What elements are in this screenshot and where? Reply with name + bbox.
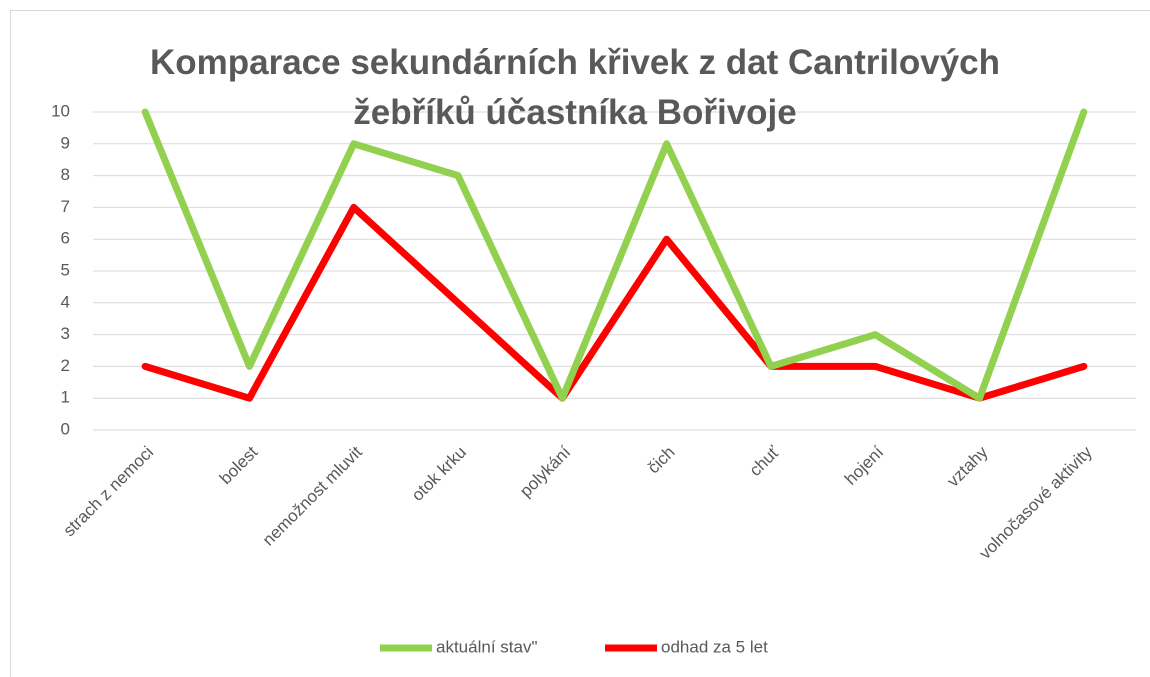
chart-title: Komparace sekundárních křivek z dat Cant… bbox=[149, 43, 1001, 132]
x-tick-label: polykání bbox=[516, 442, 574, 500]
y-tick-label: 6 bbox=[61, 229, 70, 248]
x-tick-label: chuť bbox=[746, 442, 784, 480]
data-line bbox=[141, 108, 1088, 402]
y-tick-label: 5 bbox=[61, 260, 70, 279]
x-tick-label: bolest bbox=[216, 442, 262, 488]
y-tick-label: 1 bbox=[61, 388, 70, 407]
x-tick-label: čich bbox=[644, 443, 679, 478]
y-tick-label: 0 bbox=[61, 419, 70, 438]
legend-label: aktuální stav" bbox=[436, 637, 537, 656]
legend-label: odhad za 5 let bbox=[661, 637, 768, 656]
data-line bbox=[141, 203, 1088, 402]
y-tick-label: 7 bbox=[61, 197, 70, 216]
x-tick-label: hojení bbox=[841, 442, 887, 488]
chart-border bbox=[10, 10, 1150, 677]
x-tick-label: strach z nemoci bbox=[60, 443, 158, 541]
y-tick-label: 9 bbox=[61, 133, 70, 152]
x-tick-label: vztahy bbox=[943, 442, 992, 491]
y-tick-label: 2 bbox=[61, 356, 70, 375]
x-tick-label: otok krku bbox=[408, 443, 470, 505]
x-tick-label: volnočasové aktivity bbox=[976, 442, 1097, 563]
y-tick-label: 3 bbox=[61, 324, 70, 343]
x-tick-label: nemožnost mluvit bbox=[259, 442, 366, 549]
y-tick-label: 10 bbox=[51, 101, 70, 120]
y-tick-label: 4 bbox=[61, 292, 70, 311]
y-tick-label: 8 bbox=[61, 165, 70, 184]
